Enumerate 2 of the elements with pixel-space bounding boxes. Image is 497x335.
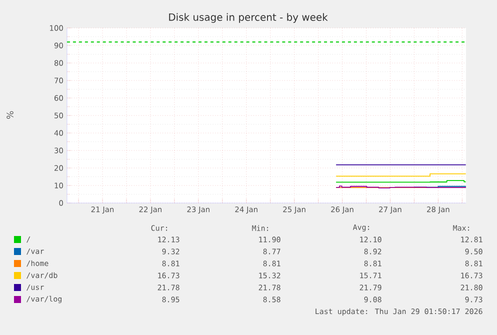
chart-title: Disk usage in percent - by week <box>169 13 328 23</box>
y-axis-title: % <box>6 111 14 119</box>
